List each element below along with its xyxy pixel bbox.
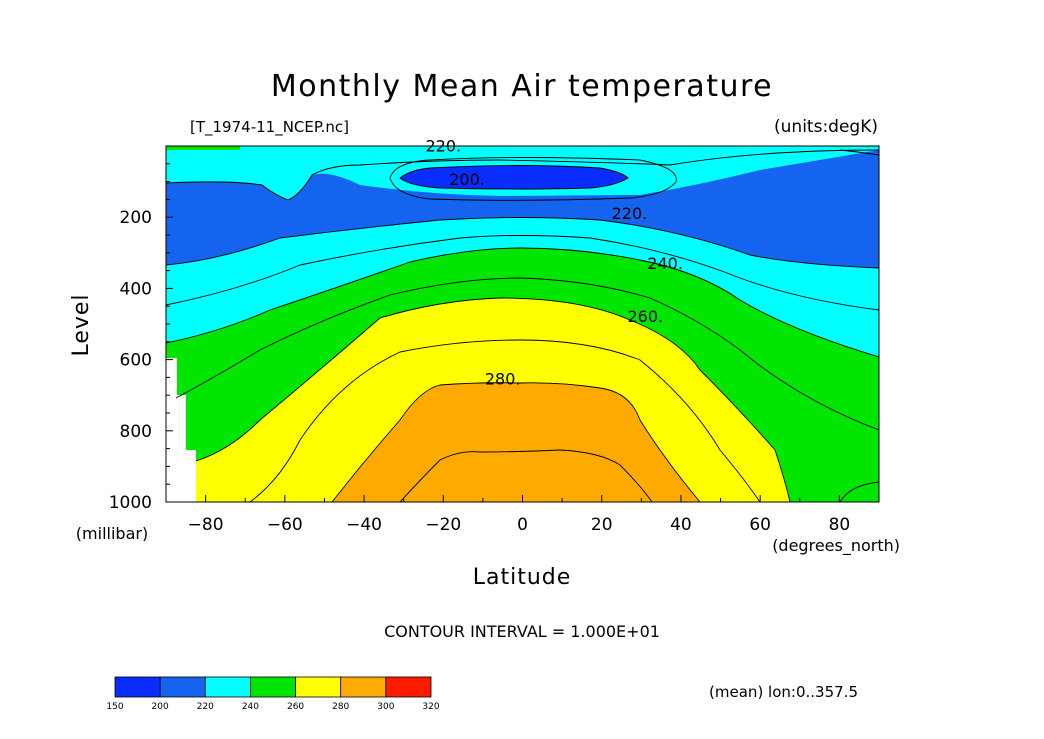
- colorbar-label: 280: [332, 702, 349, 712]
- colorbar: 150 200 220 240 260 280 300 320: [106, 676, 440, 712]
- x-tick-label: 20: [591, 515, 613, 535]
- units-label: (units:degK): [774, 117, 878, 137]
- colorbar-label: 260: [287, 702, 304, 712]
- x-axis-label: Latitude: [473, 565, 572, 590]
- x-tick-label: −80: [188, 515, 224, 535]
- colorbar-swatch: [295, 676, 342, 698]
- colorbar-swatch: [385, 676, 432, 698]
- colorbar-label: 240: [242, 702, 259, 712]
- colorbar-label: 320: [422, 702, 439, 712]
- colorbar-swatch: [250, 676, 296, 698]
- colorbar-swatch: [204, 676, 251, 698]
- colorbar-label: 150: [106, 702, 123, 712]
- plot-area: [166, 146, 879, 502]
- x-tick-label: −20: [425, 515, 461, 535]
- y-tick-label: 800: [120, 422, 152, 442]
- y-axis-label: Level: [69, 293, 94, 356]
- band-edge-green: [166, 146, 240, 150]
- x-tick-label: −40: [346, 515, 382, 535]
- contour-interval-label: CONTOUR INTERVAL = 1.000E+01: [384, 622, 660, 641]
- y-axis: 200 400 600 800 1000: [109, 145, 173, 513]
- x-tick-label: 80: [829, 515, 851, 535]
- x-units-label: (degrees_north): [772, 536, 900, 556]
- x-tick-label: 0: [517, 515, 528, 535]
- mean-label: (mean) lon:0..357.5: [709, 683, 858, 701]
- colorbar-swatch: [159, 676, 206, 698]
- y-tick-label: 600: [120, 351, 152, 371]
- colorbar-label: 220: [197, 702, 214, 712]
- x-tick-label: 40: [670, 515, 692, 535]
- contour-lines: [166, 149, 879, 502]
- band-150-200: [400, 165, 628, 189]
- contour-label: 200.: [449, 170, 485, 189]
- y-tick-label: 200: [120, 208, 152, 228]
- band-280-300: [332, 382, 700, 502]
- contour-label: 240.: [647, 254, 683, 273]
- colorbar-swatch: [114, 676, 161, 698]
- contour-label: 220.: [612, 204, 648, 223]
- x-tick-label: 60: [749, 515, 771, 535]
- y-tick-label: 400: [120, 279, 152, 299]
- contour-label: 260.: [627, 307, 663, 326]
- x-tick-label: −60: [267, 515, 303, 535]
- y-units-label: (millibar): [76, 524, 148, 543]
- colorbar-swatch: [340, 676, 387, 698]
- missing-data-region: [166, 358, 196, 502]
- file-label: [T_1974-11_NCEP.nc]: [190, 118, 349, 137]
- x-axis: −80 −60 −40 −20 0 20 40 60 80: [165, 495, 880, 535]
- colorbar-label: 300: [377, 702, 394, 712]
- chart-title: Monthly Mean Air temperature: [271, 69, 773, 104]
- colorbar-label: 200: [152, 702, 169, 712]
- contour-label: 280.: [485, 370, 521, 389]
- contour-labels: 220.200.220.240.260.280.: [425, 136, 682, 388]
- y-tick-label: 1000: [109, 493, 152, 513]
